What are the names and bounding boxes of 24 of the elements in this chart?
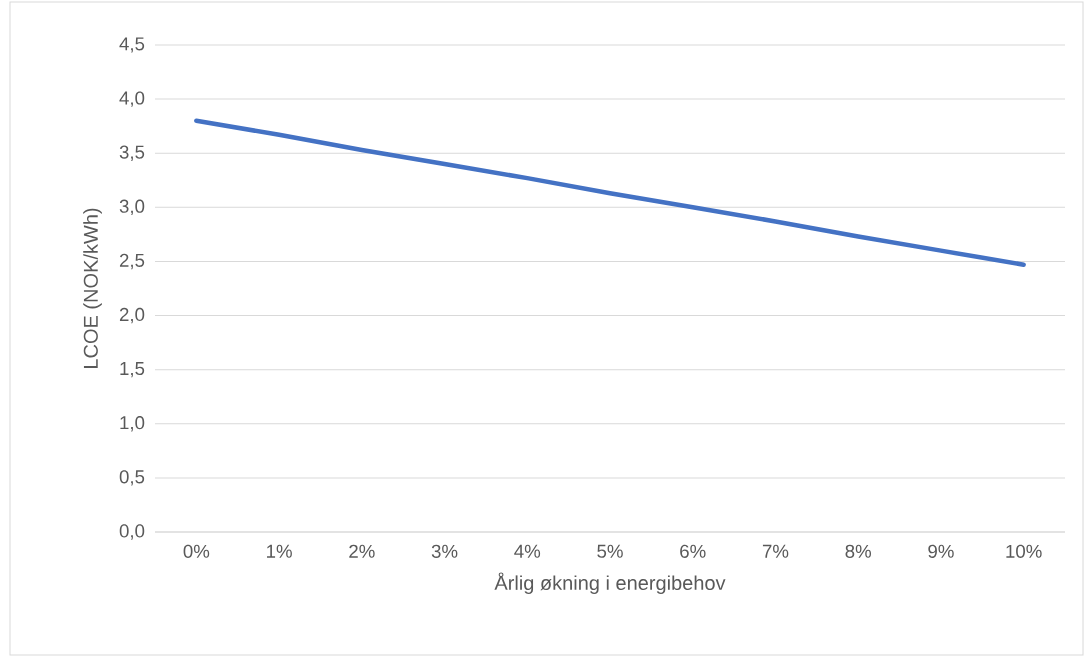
y-tick-label: 2,0 (119, 307, 145, 324)
x-tick-label: 3% (431, 544, 458, 558)
y-tick-label: 0,5 (119, 470, 145, 486)
y-tick-label: 4,0 (119, 91, 145, 107)
y-tick-label: 1,5 (120, 362, 145, 378)
x-tick-label: 9% (928, 544, 954, 558)
x-tick-label: 10% (1006, 544, 1042, 558)
x-tick-label: 4% (514, 544, 541, 558)
line-series (194, 118, 1026, 267)
x-tick-label: 0% (183, 544, 210, 558)
x-tick-label: 6% (680, 544, 706, 558)
x-tick-label: 5% (597, 544, 623, 558)
x-tick-label: 8% (845, 544, 872, 558)
x-tick-label: 7% (762, 544, 789, 558)
y-tick-label: 4,5 (119, 37, 145, 53)
x-tick-label: 1% (267, 544, 292, 558)
y-tick-label: 0,0 (119, 524, 145, 540)
y-tick-label: 3,0 (119, 199, 145, 216)
x-axis-title: Årlig økning i energibehov (494, 572, 726, 595)
y-tick-label: 3,5 (119, 145, 145, 161)
y-tick-label: 1,0 (120, 416, 145, 432)
x-tick-label: 2% (349, 544, 375, 558)
y-axis-title: LCOE (NOK/kWh) (83, 208, 102, 368)
y-tick-label: 2,5 (119, 253, 145, 270)
